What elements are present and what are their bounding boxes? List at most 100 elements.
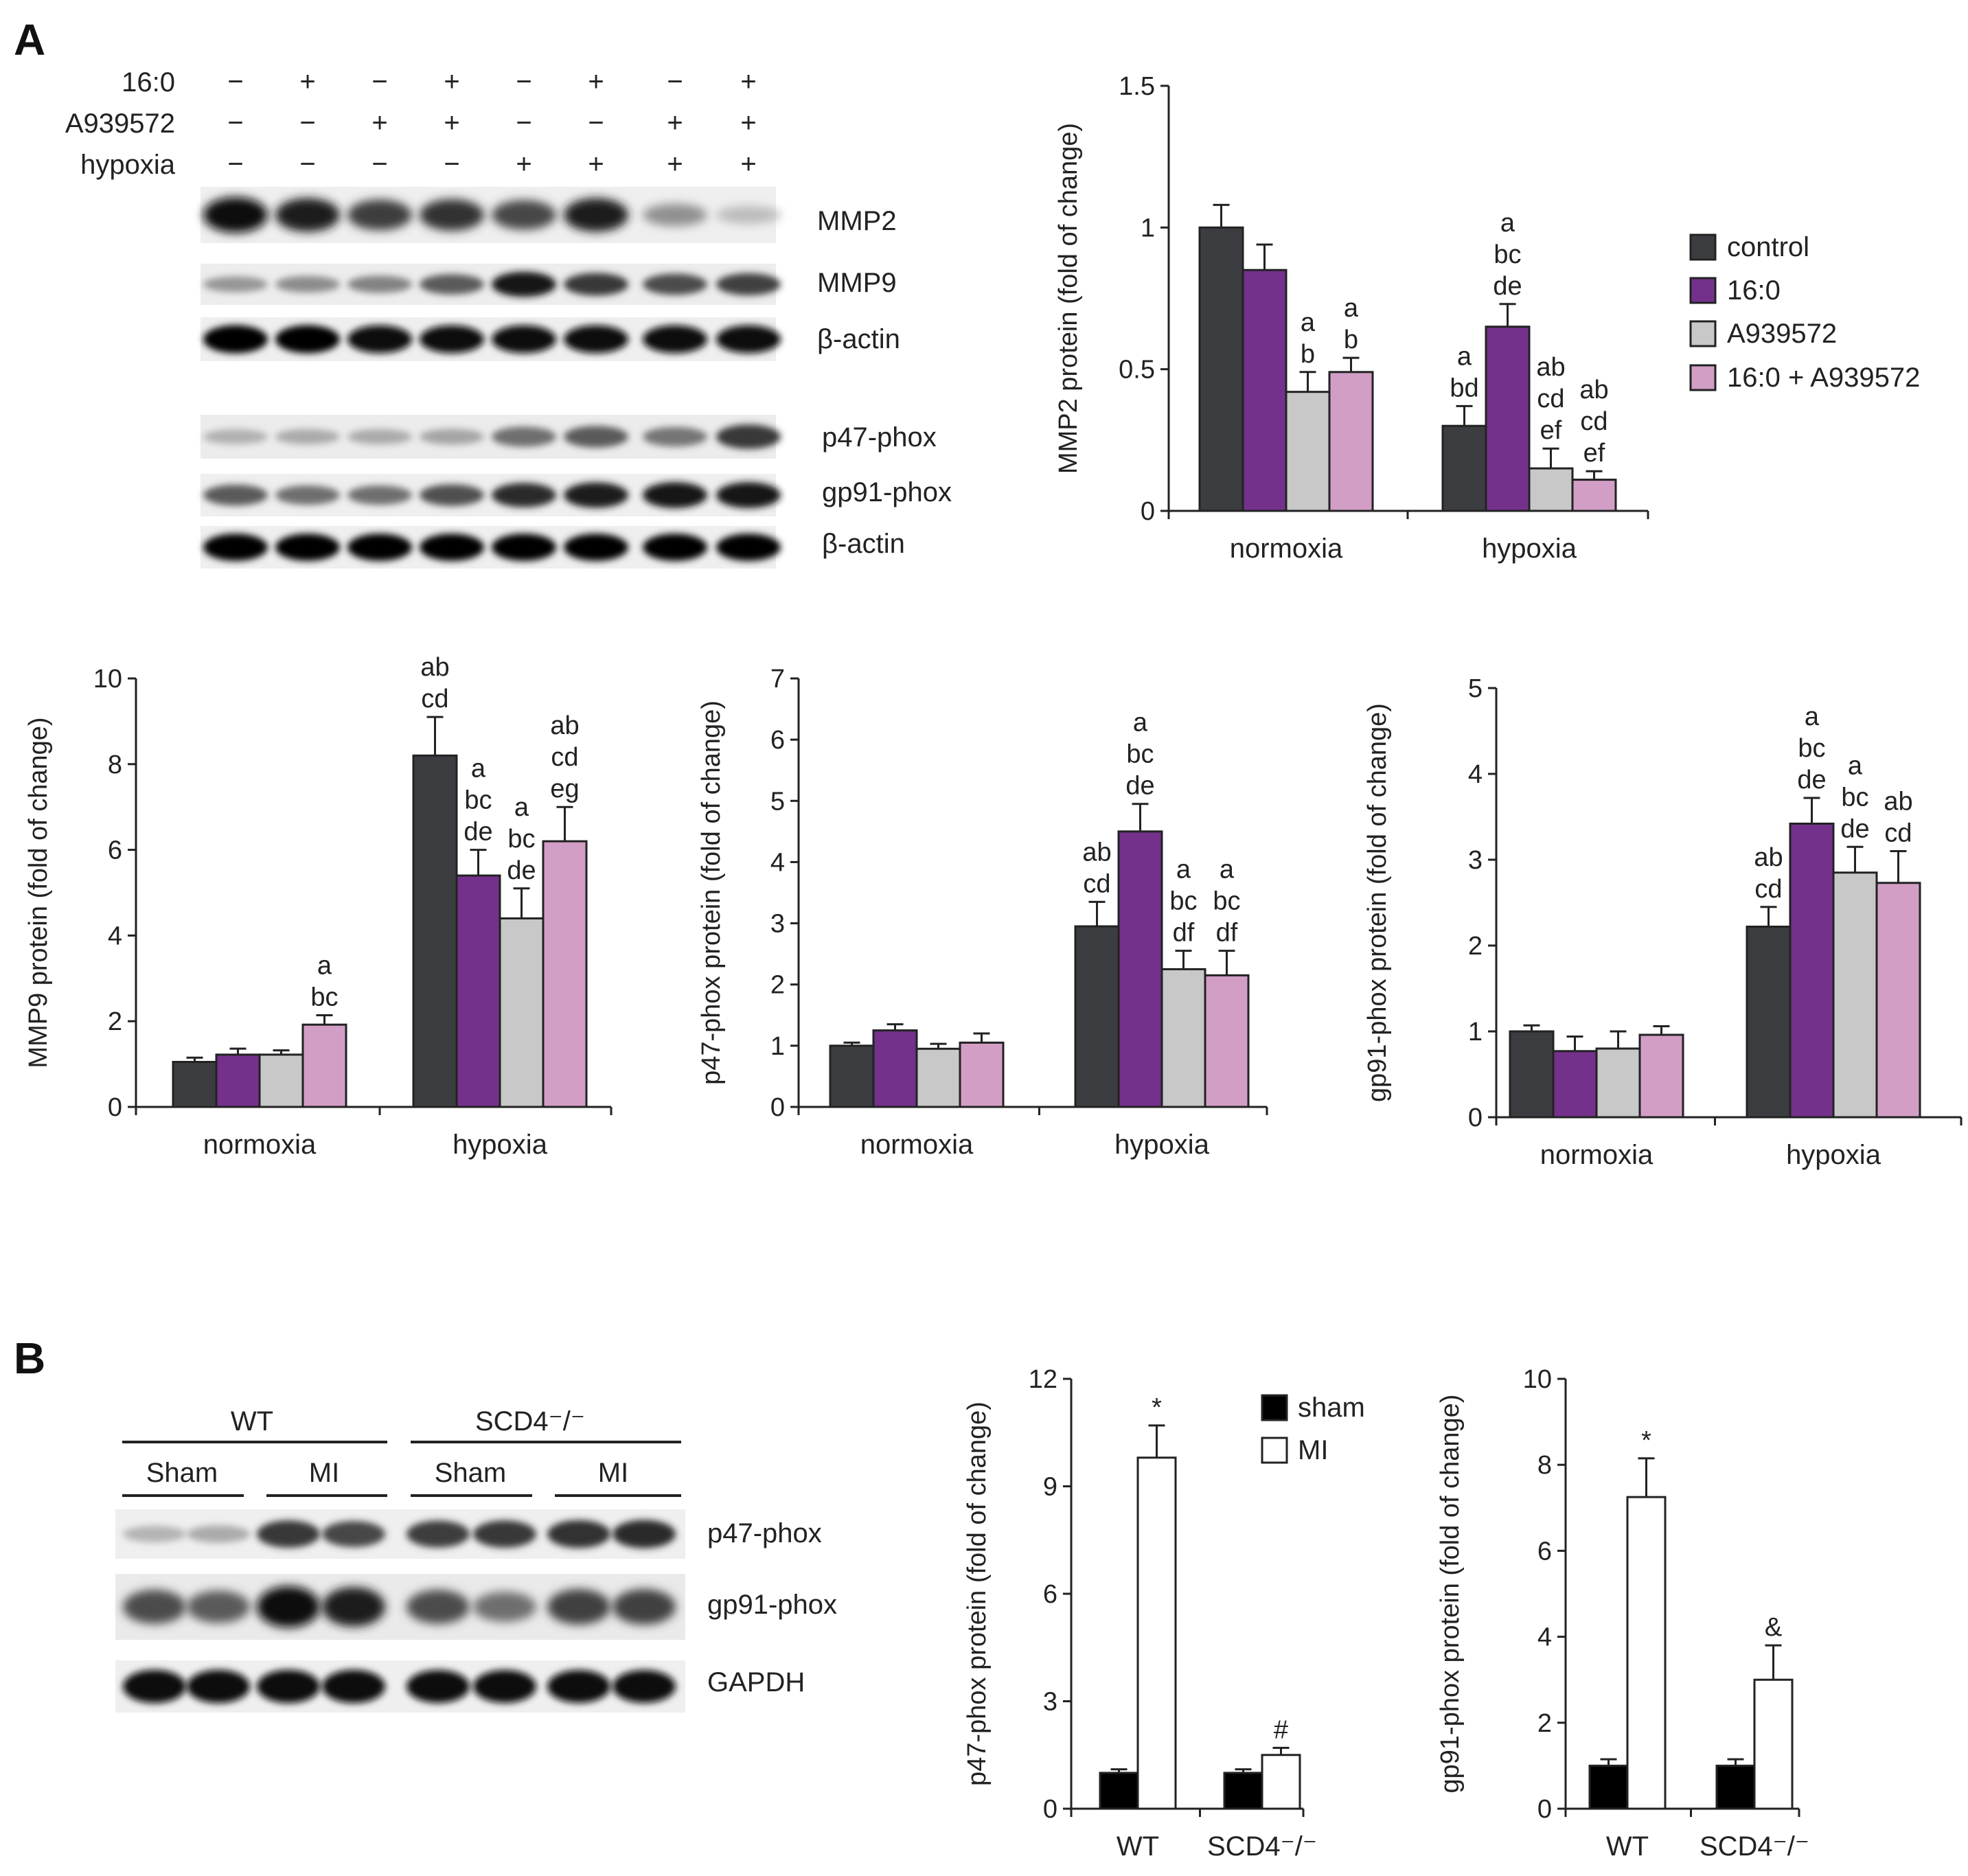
significance-label: a <box>1301 308 1316 337</box>
blot-band <box>347 485 412 505</box>
y-tick-label: 0 <box>1537 1795 1552 1824</box>
x-category-label: SCD4⁻/⁻ <box>1700 1831 1809 1862</box>
legend-swatch <box>1261 1394 1288 1421</box>
significance-label: cd <box>551 743 578 772</box>
blot-band <box>547 1670 610 1703</box>
bar <box>1638 1033 1684 1119</box>
significance-label: df <box>1173 919 1195 948</box>
significance-label: ab <box>420 653 449 682</box>
band-label-gp91-phox: gp91-phox <box>822 477 952 507</box>
significance-label: # <box>1274 1715 1288 1744</box>
significance-label: eg <box>550 775 579 803</box>
y-tick-label: 3 <box>1043 1688 1057 1717</box>
treatment-sign: + <box>740 149 756 179</box>
y-tick-label: 6 <box>1043 1580 1057 1609</box>
significance-label: b <box>1344 325 1358 354</box>
x-category-label: WT <box>1606 1831 1649 1862</box>
bar <box>542 840 588 1108</box>
blot-band <box>275 534 340 561</box>
significance-label: bc <box>1126 740 1154 769</box>
significance-label: bd <box>1450 374 1478 402</box>
blot-band <box>613 1589 676 1625</box>
bar <box>1136 1456 1177 1810</box>
blot-band <box>420 484 484 506</box>
blot-band <box>564 198 628 232</box>
treatment-sign: + <box>667 149 683 179</box>
bar <box>172 1060 218 1108</box>
legend-swatch <box>1689 233 1717 261</box>
bar <box>412 754 458 1108</box>
bar <box>1753 1678 1794 1810</box>
legend-label: A939572 <box>1727 319 1837 349</box>
blot-band <box>347 428 412 445</box>
bar <box>1746 926 1792 1119</box>
x-category-label: normoxia <box>1230 534 1343 564</box>
y-tick-label: 0 <box>1468 1103 1483 1132</box>
blot-band <box>347 325 412 354</box>
blot-band <box>420 198 484 231</box>
blot-band <box>203 276 268 293</box>
bar <box>1875 882 1921 1119</box>
significance-label: de <box>1493 272 1522 301</box>
bar <box>1595 1047 1641 1119</box>
x-category-label: SCD4⁻/⁻ <box>1207 1831 1317 1862</box>
y-tick-label: 3 <box>1468 846 1483 875</box>
significance-label: b <box>1301 340 1315 369</box>
chart-p47b: 0 3 6 9 12 WT SCD4⁻/⁻ * # p47-phox protein (fold … <box>963 1365 1317 1862</box>
significance-label: de <box>1125 772 1154 801</box>
treatment-label-16-0: 16:0 <box>122 67 175 98</box>
bar <box>1285 391 1331 512</box>
blot-band <box>322 1669 385 1704</box>
significance-label: bc <box>1494 240 1521 269</box>
legend-swatch <box>1689 364 1717 391</box>
panel-letter-a: A <box>14 15 45 65</box>
band-label-mmp9: MMP9 <box>817 268 897 298</box>
panel-letter-b: B <box>14 1334 45 1383</box>
x-category-label: hypoxia <box>1482 534 1577 564</box>
blot-band <box>473 1670 536 1703</box>
significance-label: * <box>1641 1426 1651 1455</box>
treatment-sign: + <box>740 108 756 138</box>
treatment-sign: − <box>227 108 243 138</box>
y-tick-label: 6 <box>108 836 122 865</box>
treatment-label-hypoxia: hypoxia <box>80 150 176 180</box>
subgroup-label-scd4-sham: Sham <box>435 1458 507 1488</box>
blot-band <box>275 485 340 505</box>
y-tick-label: 0.5 <box>1119 356 1155 385</box>
blot-band <box>492 200 556 230</box>
blot-band <box>716 482 781 508</box>
band-label-b-gapdh: GAPDH <box>707 1667 805 1697</box>
x-category-label: hypoxia <box>453 1130 548 1160</box>
significance-label: cd <box>1537 385 1564 413</box>
significance-label: cd <box>1083 869 1110 898</box>
significance-label: bc <box>464 786 492 815</box>
bar <box>455 874 501 1108</box>
y-tick-label: 4 <box>770 848 785 877</box>
y-axis-label: p47-phox protein (fold of change) <box>963 1402 992 1786</box>
y-tick-label: 2 <box>108 1007 122 1036</box>
significance-label: ab <box>1082 838 1111 867</box>
blot-a: 16:0 A939572 hypoxia − + − + − + − +− − + + − − + +− − −… <box>65 67 952 569</box>
bar <box>1441 424 1487 512</box>
blot-band <box>203 534 268 561</box>
blot-band <box>643 534 707 561</box>
y-tick-label: 0 <box>1141 497 1155 526</box>
significance-label: de <box>507 856 536 885</box>
significance-label: cd <box>1754 875 1782 904</box>
blot-band <box>492 426 556 447</box>
significance-label: a <box>1344 294 1359 323</box>
blot-band <box>275 428 340 445</box>
y-tick-label: 6 <box>770 726 785 755</box>
treatment-sign: + <box>588 149 604 179</box>
significance-label: a <box>514 793 529 822</box>
y-tick-label: 2 <box>1537 1709 1552 1738</box>
significance-label: bc <box>1841 783 1868 812</box>
blot-band <box>716 325 781 354</box>
blot-band <box>203 429 268 444</box>
x-category-label: hypoxia <box>1114 1130 1210 1160</box>
legend-swatch <box>1689 320 1717 347</box>
treatment-label-a939572: A939572 <box>65 108 175 139</box>
bar <box>1626 1496 1667 1810</box>
significance-label: ef <box>1540 416 1562 445</box>
